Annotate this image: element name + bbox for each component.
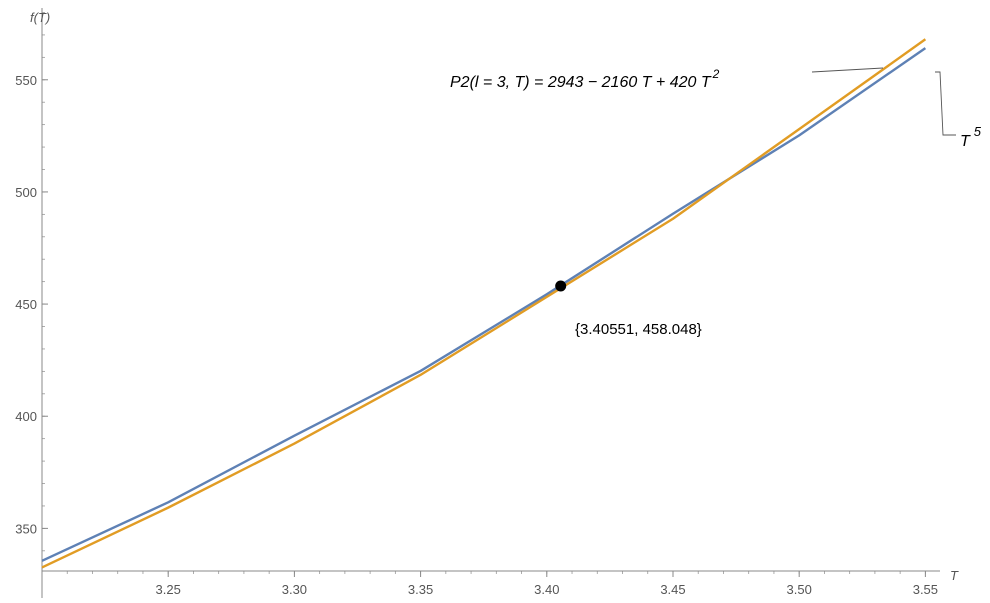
minor-ticks: [41, 12, 926, 574]
t5-annotation-base: T: [960, 133, 971, 150]
p2-annotation-text: P2(l = 3, T) = 2943 − 2160 T + 420 T: [450, 74, 712, 91]
y-tick-label: 550: [15, 73, 37, 88]
y-tick-label: 350: [15, 521, 37, 536]
y-tick-label: 400: [15, 409, 37, 424]
x-axis-label: T: [950, 568, 959, 583]
series-line-t5: [41, 47, 927, 562]
y-tick-label: 450: [15, 297, 37, 312]
intersection-point-marker: [555, 280, 567, 292]
series-group: [41, 38, 927, 569]
x-tick-label: 3.55: [913, 582, 938, 597]
intersection-point-label: {3.40551, 458.048}: [575, 321, 702, 338]
t5-series-annotation: T5: [960, 124, 982, 150]
x-tick-label: 3.25: [156, 582, 181, 597]
t5-annotation-superscript: 5: [974, 124, 982, 139]
x-tick-label: 3.45: [660, 582, 685, 597]
t5-annotation-leader-line: [935, 71, 956, 136]
x-tick-label: 3.35: [408, 582, 433, 597]
y-tick-label: 500: [15, 185, 37, 200]
y-axis-label: f(T): [30, 10, 50, 25]
p2-annotation-superscript: 2: [712, 67, 720, 81]
p2-annotation-leader-line: [811, 67, 884, 73]
major-ticks: [42, 79, 926, 577]
x-tick-label: 3.40: [534, 582, 559, 597]
x-tick-label: 3.50: [787, 582, 812, 597]
x-tick-labels: 3.25 3.30 3.35 3.40 3.45 3.50 3.55: [156, 582, 938, 597]
x-tick-label: 3.30: [282, 582, 307, 597]
y-tick-labels: 350 400 450 500 550: [15, 73, 37, 537]
series-line-p2: [41, 38, 927, 569]
